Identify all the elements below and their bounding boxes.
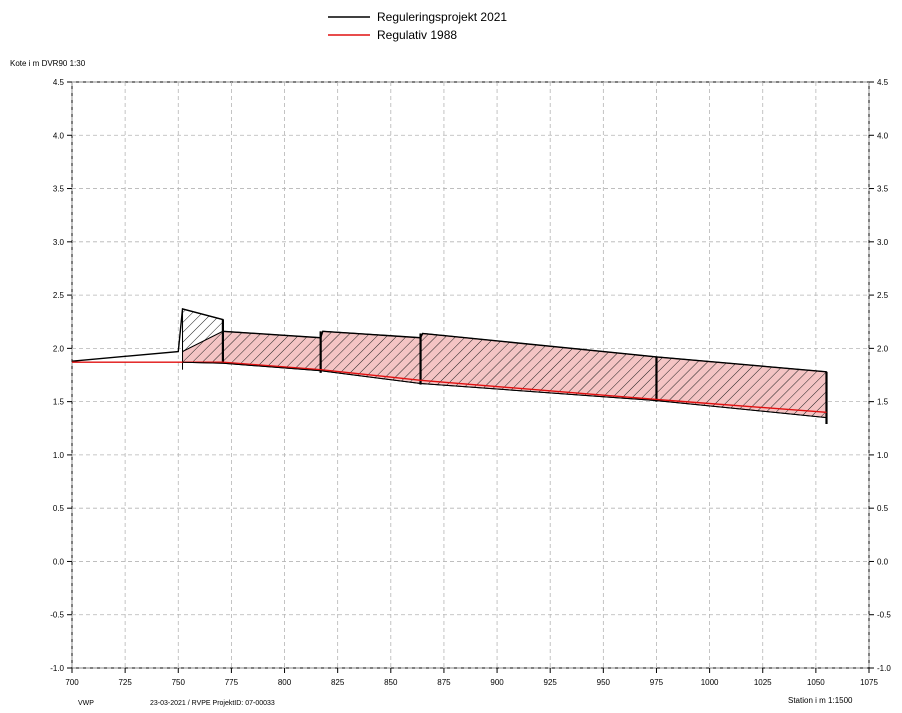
x-tick-label: 875 — [437, 678, 451, 687]
y-tick-label-right: 4.0 — [877, 131, 889, 140]
footer-date-info: 23-03-2021 / RVPE ProjektID: 07-00033 — [150, 700, 275, 707]
y-tick-label: 0.0 — [53, 557, 65, 566]
y-tick-label: 4.0 — [53, 131, 65, 140]
y-tick-label: -1.0 — [50, 664, 64, 673]
x-tick-label: 750 — [172, 678, 186, 687]
y-tick-label-right: -0.5 — [877, 611, 891, 620]
y-tick-label: 3.0 — [53, 238, 65, 247]
x-tick-label: 850 — [384, 678, 398, 687]
y-tick-label: 4.5 — [53, 78, 65, 87]
series-line-regulativ — [72, 361, 827, 413]
x-tick-label: 1050 — [807, 678, 825, 687]
y-ticks-right: 4.5 4.0 3.5 3.0 2.5 2.0 1.5 1.0 0.5 0.0 -0.5 -1.0 — [869, 78, 891, 673]
x-tick-label: 800 — [278, 678, 292, 687]
y-tick-label: 3.5 — [53, 185, 65, 194]
y-tick-label: 1.5 — [53, 398, 65, 407]
y-ticks-left: 4.5 4.0 3.5 3.0 2.5 2.0 1.5 1.0 0.5 0.0 -0.5 -1.0 — [50, 78, 72, 673]
x-tick-label: 1025 — [754, 678, 772, 687]
y-tick-label-right: -1.0 — [877, 664, 891, 673]
y-tick-label-right: 3.5 — [877, 185, 889, 194]
bottom-line — [182, 361, 827, 419]
x-tick-label: 725 — [118, 678, 132, 687]
y-tick-label-right: 1.5 — [877, 398, 889, 407]
x-tick-label: 1075 — [860, 678, 878, 687]
y-tick-label-right: 0.5 — [877, 504, 889, 513]
x-tick-label: 900 — [490, 678, 504, 687]
x-tick-label: 1000 — [701, 678, 719, 687]
legend: Reguleringsprojekt 2021 Regulativ 1988 — [328, 10, 507, 42]
footer-left: VWP — [78, 700, 94, 707]
y-tick-label-right: 2.5 — [877, 291, 889, 300]
y-tick-label: 2.0 — [53, 344, 65, 353]
y-axis-title: Kote i m DVR90 1:30 — [10, 59, 86, 68]
y-tick-label-right: 3.0 — [877, 238, 889, 247]
x-tick-label: 775 — [225, 678, 239, 687]
y-tick-label: 0.5 — [53, 504, 65, 513]
x-ticks: 700 725 750 775 800 825 850 875 900 925 950 975 1000… — [65, 668, 878, 687]
x-tick-label: 975 — [650, 678, 664, 687]
x-tick-label: 825 — [331, 678, 345, 687]
y-tick-label-right: 1.0 — [877, 451, 889, 460]
legend-label-reguleringsprojekt: Reguleringsprojekt 2021 — [377, 10, 507, 24]
series-line-reguleringsprojekt — [71, 308, 827, 373]
x-tick-label: 925 — [544, 678, 558, 687]
x-tick-label: 700 — [65, 678, 79, 687]
legend-label-regulativ: Regulativ 1988 — [377, 28, 457, 42]
x-tick-label: 950 — [597, 678, 611, 687]
y-tick-label-right: 0.0 — [877, 557, 889, 566]
x-axis-title: Station i m 1:1500 — [788, 696, 853, 705]
plot-frame — [71, 81, 870, 669]
series-lines — [71, 308, 827, 419]
y-tick-label-right: 2.0 — [877, 344, 889, 353]
y-tick-label: 1.0 — [53, 451, 65, 460]
y-tick-label-right: 4.5 — [877, 78, 889, 87]
y-tick-label: -0.5 — [50, 611, 64, 620]
y-tick-label: 2.5 — [53, 291, 65, 300]
